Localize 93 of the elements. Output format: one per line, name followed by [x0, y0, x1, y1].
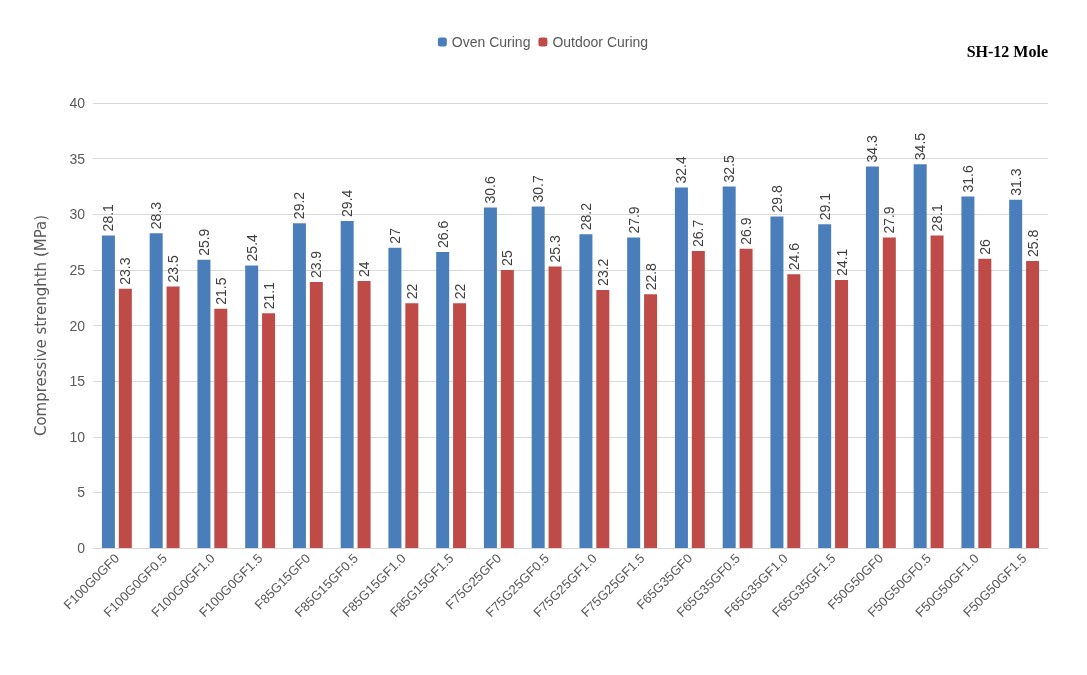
data-label: 21.1: [260, 281, 277, 310]
bar: [579, 234, 593, 548]
legend-label: Outdoor Curing: [552, 34, 649, 50]
data-label: 27.9: [625, 206, 642, 234]
bar: [405, 303, 419, 548]
data-label: 26.7: [690, 219, 707, 247]
bar: [483, 207, 497, 548]
data-label: 29.8: [768, 185, 785, 213]
y-tick-label: 10: [69, 428, 86, 445]
bar: [627, 237, 641, 548]
data-label: 28.1: [929, 203, 946, 232]
data-label: 25: [499, 250, 516, 266]
bar: [961, 196, 975, 548]
y-tick-label: 0: [77, 540, 86, 556]
data-label: 27: [386, 227, 403, 244]
data-label: 23.3: [117, 257, 134, 285]
data-label: 29.2: [291, 191, 308, 220]
y-tick-label: 30: [69, 206, 86, 223]
data-label: 24.6: [785, 242, 802, 271]
y-axis-title: Compressive strenghth (MPa): [31, 214, 50, 437]
bar: [722, 186, 736, 548]
data-label: 30.7: [530, 175, 547, 203]
bar: [436, 252, 450, 548]
data-label: 32.5: [721, 154, 738, 183]
bar: [548, 266, 562, 548]
bar: [388, 247, 402, 548]
y-tick-label: 25: [69, 261, 86, 278]
data-label: 23.2: [594, 258, 611, 286]
data-label: 22: [451, 283, 468, 300]
data-label: 28.2: [577, 202, 594, 231]
data-label: 32.4: [673, 156, 690, 184]
bar: [166, 286, 180, 548]
chart-title: SH-12 Mole: [966, 42, 1049, 60]
data-label: 25.3: [547, 235, 564, 263]
bar: [787, 274, 801, 548]
data-label: 29.4: [339, 189, 356, 217]
data-label: 26.6: [434, 220, 451, 249]
bar: [739, 248, 753, 548]
bar: [262, 313, 276, 548]
bar: [340, 220, 354, 548]
bar: [149, 233, 163, 548]
bar: [197, 259, 211, 548]
bar: [245, 265, 259, 548]
y-tick-label: 5: [77, 484, 86, 501]
bar: [913, 164, 927, 548]
bar: [1009, 199, 1023, 548]
data-label: 31.3: [1007, 168, 1024, 196]
y-tick-label: 35: [69, 150, 86, 167]
bar: [691, 250, 705, 548]
data-label: 22.8: [642, 262, 659, 291]
bar: [818, 224, 832, 548]
legend-label: Oven Curing: [451, 34, 531, 50]
data-label: 24: [356, 261, 373, 277]
bar: [531, 206, 545, 548]
bar: [309, 282, 323, 548]
bar: [101, 235, 115, 548]
y-tick-label: 40: [69, 95, 86, 111]
bar: [770, 216, 784, 548]
data-label: 22: [403, 283, 420, 300]
data-label: 29.1: [816, 192, 833, 221]
data-label: 23.5: [165, 255, 182, 283]
bar: [214, 308, 228, 548]
data-label: 28.1: [100, 203, 117, 232]
data-label: 21.5: [212, 277, 229, 305]
data-label: 25.8: [1024, 229, 1041, 257]
bar: [930, 235, 944, 548]
bar: [1026, 260, 1040, 548]
data-label: 25.4: [243, 233, 260, 262]
bar: [882, 237, 896, 548]
bar: [835, 279, 849, 548]
y-tick-label: 15: [69, 373, 86, 390]
bar: [118, 288, 132, 548]
data-label: 26: [976, 238, 993, 255]
data-label: 31.6: [959, 164, 976, 193]
y-tick-label: 20: [69, 317, 86, 334]
bar: [596, 289, 610, 548]
data-label: 24.1: [833, 248, 850, 276]
data-label: 30.6: [482, 176, 499, 204]
data-label: 28.3: [148, 201, 165, 230]
data-label: 27.9: [881, 206, 898, 234]
data-label: 26.9: [738, 217, 755, 245]
data-label: 34.5: [912, 132, 929, 161]
bar: [453, 303, 467, 548]
data-label: 23.9: [308, 250, 325, 279]
bar: [292, 223, 306, 548]
bar: [644, 294, 658, 548]
bar: [674, 187, 688, 548]
bar: [500, 269, 514, 548]
data-label: 34.3: [864, 134, 881, 163]
bar: [357, 281, 371, 548]
data-label: 25.9: [195, 228, 212, 256]
bar: [978, 258, 992, 548]
bar: [865, 166, 879, 548]
